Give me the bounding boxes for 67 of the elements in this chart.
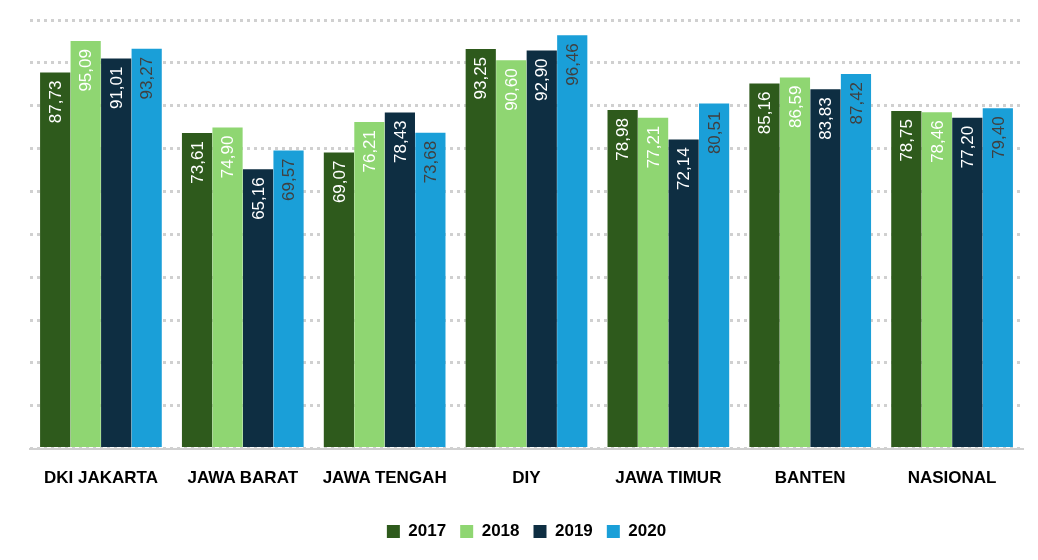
- data-label: 77,21: [643, 125, 663, 169]
- x-tick-label: JAWA TIMUR: [615, 468, 722, 488]
- data-label: 77,20: [958, 125, 978, 169]
- bar: [273, 150, 304, 448]
- bar: [891, 111, 922, 448]
- bar: [638, 117, 669, 448]
- x-tick-label: BANTEN: [774, 468, 846, 488]
- data-label: 78,46: [927, 120, 947, 163]
- legend-label: 2019: [555, 521, 593, 541]
- bar: [101, 58, 132, 448]
- data-label: 65,16: [248, 177, 268, 220]
- data-label: 90,60: [501, 68, 521, 111]
- data-label: 93,27: [137, 56, 157, 100]
- bar: [749, 83, 780, 448]
- data-label: 78,98: [613, 118, 633, 161]
- bar: [212, 127, 243, 448]
- bar: [557, 35, 588, 448]
- legend-label: 2018: [481, 521, 520, 541]
- data-label: 95,09: [76, 49, 96, 92]
- legend-label: 2020: [628, 521, 667, 541]
- data-label: 86,59: [785, 85, 805, 129]
- data-label: 79,40: [988, 116, 1008, 159]
- data-label: 73,61: [187, 141, 207, 184]
- data-label: 78,75: [897, 119, 917, 162]
- bar: [607, 110, 638, 448]
- data-label: 92,90: [532, 58, 552, 101]
- data-label: 83,83: [816, 97, 836, 140]
- bar: [952, 117, 983, 448]
- x-tick-label: DIY: [512, 468, 542, 488]
- data-label: 73,68: [421, 140, 441, 184]
- data-label: 69,07: [329, 160, 349, 204]
- data-label: 72,14: [674, 147, 694, 190]
- bar: [415, 132, 446, 448]
- bar: [323, 152, 354, 448]
- data-label: 93,25: [471, 56, 491, 100]
- bar: [465, 48, 496, 448]
- data-label: 74,90: [218, 135, 238, 179]
- x-tick-label: JAWA TENGAH: [322, 468, 447, 488]
- bar: [354, 121, 385, 448]
- bar: [40, 72, 71, 448]
- bar: [982, 108, 1013, 448]
- x-tick-label: NASIONAL: [907, 468, 997, 488]
- bar: [70, 41, 101, 448]
- bar: [921, 112, 952, 448]
- data-label: 87,42: [846, 81, 866, 125]
- bar: [810, 89, 841, 448]
- bar: [668, 139, 699, 448]
- data-label: 80,51: [704, 111, 724, 155]
- bar: [181, 133, 213, 448]
- bar: [242, 169, 274, 448]
- data-label: 87,73: [45, 80, 65, 124]
- bar: [384, 112, 415, 448]
- bar: [496, 60, 527, 448]
- x-tick-label: JAWA BARAT: [187, 468, 299, 488]
- bar: [779, 77, 811, 448]
- data-label: 76,21: [360, 129, 380, 173]
- x-tick-label: DKI JAKARTA: [43, 468, 158, 488]
- bar: [131, 48, 162, 448]
- bar: [526, 50, 557, 448]
- data-label: 85,16: [755, 91, 775, 135]
- bar: [840, 73, 872, 448]
- data-label: 69,57: [279, 158, 299, 201]
- legend-label: 2017: [408, 521, 447, 541]
- bar: [699, 103, 730, 448]
- data-label: 91,01: [106, 66, 126, 110]
- data-label: 96,46: [562, 43, 582, 86]
- data-label: 78,43: [390, 120, 410, 163]
